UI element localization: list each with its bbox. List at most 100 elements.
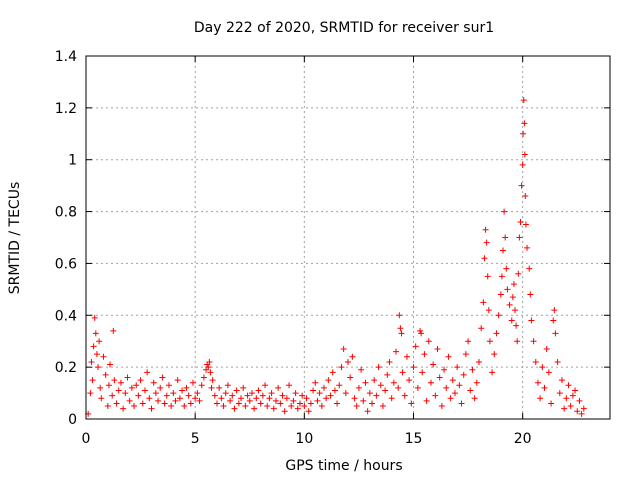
data-point <box>331 387 338 394</box>
data-point <box>498 273 505 280</box>
data-point <box>478 325 485 332</box>
data-point <box>323 395 330 402</box>
data-point <box>545 369 552 376</box>
data-point <box>520 97 527 104</box>
chart-title: Day 222 of 2020, SRMTID for receiver sur… <box>194 20 494 36</box>
data-point <box>340 345 347 352</box>
data-point <box>469 366 476 373</box>
x-tick-label: 5 <box>191 431 200 447</box>
data-point <box>268 390 275 397</box>
data-point <box>303 395 310 402</box>
data-point <box>521 120 528 127</box>
data-point <box>534 379 541 386</box>
data-point <box>124 374 131 381</box>
data-point <box>126 397 133 404</box>
data-point <box>97 384 104 391</box>
data-point <box>98 395 105 402</box>
data-point <box>157 384 164 391</box>
data-point <box>325 377 332 384</box>
data-point <box>408 400 415 407</box>
data-point <box>187 400 194 407</box>
data-point <box>473 379 480 386</box>
data-point <box>518 182 525 189</box>
data-point <box>480 299 487 306</box>
data-point <box>220 403 227 410</box>
data-point <box>530 338 537 345</box>
data-point <box>495 312 502 319</box>
data-point <box>526 265 533 272</box>
y-tick-label: 0 <box>68 412 77 428</box>
data-point <box>543 345 550 352</box>
data-point <box>292 390 299 397</box>
data-point <box>90 343 97 350</box>
data-point <box>482 226 489 233</box>
data-point <box>152 390 159 397</box>
data-point <box>567 403 574 410</box>
data-points <box>85 97 587 417</box>
data-point <box>253 395 260 402</box>
data-point <box>131 403 138 410</box>
data-point <box>88 358 95 365</box>
data-point <box>235 400 242 407</box>
data-point <box>565 382 572 389</box>
data-point <box>401 392 408 399</box>
data-point <box>179 387 186 394</box>
data-point <box>128 384 135 391</box>
data-point <box>102 371 109 378</box>
data-point <box>296 400 303 407</box>
data-point <box>345 358 351 365</box>
data-point <box>174 377 181 384</box>
data-point <box>476 358 482 365</box>
data-point <box>390 379 397 386</box>
data-point <box>486 338 493 345</box>
data-point <box>107 361 114 368</box>
data-point <box>513 322 520 329</box>
data-point <box>397 325 404 332</box>
data-point <box>434 345 441 352</box>
data-point <box>91 314 98 321</box>
data-point <box>320 384 327 391</box>
data-point <box>561 405 568 412</box>
data-point <box>305 408 312 415</box>
data-point <box>423 397 430 404</box>
data-point <box>104 403 111 410</box>
data-point <box>447 395 454 402</box>
data-point <box>550 317 557 324</box>
data-point <box>519 161 526 168</box>
data-point <box>410 364 417 371</box>
data-point <box>503 265 510 272</box>
plot-frame <box>85 55 611 420</box>
data-point <box>351 395 358 402</box>
data-point <box>521 151 528 158</box>
data-point <box>556 390 563 397</box>
data-point <box>327 392 334 399</box>
data-point <box>272 397 279 404</box>
data-point <box>580 405 587 412</box>
data-point <box>144 369 151 376</box>
data-point <box>170 390 177 397</box>
data-point <box>558 377 565 384</box>
data-point <box>349 353 356 360</box>
data-point <box>139 400 146 407</box>
data-point <box>508 317 515 324</box>
y-tick-label: 1 <box>68 153 77 169</box>
data-point <box>386 358 393 365</box>
data-point <box>338 364 345 371</box>
axis-ticks: 0 0.2 0.4 0.6 0.8 1 1.2 1.4 0 5 10 15 20 <box>55 49 610 447</box>
data-point <box>248 390 255 397</box>
y-tick-label: 1.2 <box>55 101 77 117</box>
data-point <box>206 358 213 365</box>
data-point <box>222 390 229 397</box>
data-point <box>497 291 504 298</box>
data-point <box>216 384 223 391</box>
data-point <box>100 353 107 360</box>
data-point <box>421 351 428 358</box>
data-point <box>163 392 170 399</box>
data-point <box>281 408 288 415</box>
data-point <box>347 374 354 381</box>
data-point <box>467 387 474 394</box>
data-point <box>117 379 124 386</box>
data-point <box>150 379 157 386</box>
data-point <box>462 351 469 358</box>
x-tick-label: 10 <box>295 431 313 447</box>
